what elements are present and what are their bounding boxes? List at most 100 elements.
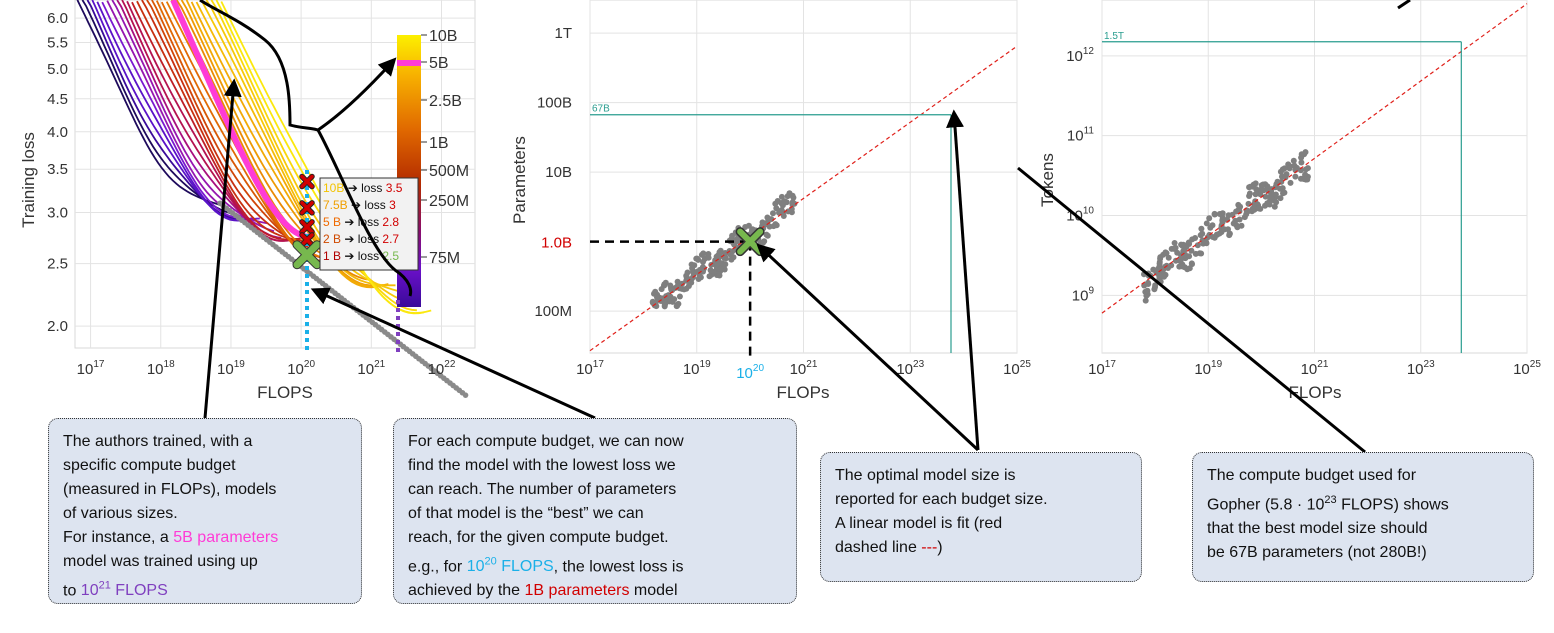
tokens-gopher-label: 1.5T [1104, 31, 1124, 42]
params-point [789, 199, 796, 206]
colorbar-label: 250M [429, 193, 469, 210]
loss-chart-x-ticks: 1017 1018 1019 1020 1021 1022 [77, 359, 456, 378]
tokens-point [1253, 186, 1260, 193]
loss-envelope-point [462, 392, 469, 398]
callout4-line4: be 67B parameters (not 280B!) [1207, 544, 1427, 562]
arrow-top-right [1397, 0, 1411, 10]
params-point [768, 216, 775, 223]
loss-x-tick-label: 1021 [357, 359, 385, 378]
callout2-flops-highlight: 1020 FLOPS [466, 556, 554, 576]
tokens-point [1245, 200, 1252, 207]
callout1-line4: of various sizes. [63, 505, 178, 522]
tokens-point [1198, 225, 1205, 232]
callout-authors-trained: The authors trained, with a specific com… [48, 418, 362, 604]
params-point [679, 280, 686, 287]
tokens-point [1206, 215, 1213, 222]
tokens-x-tick-label: 1017 [1088, 359, 1116, 378]
tokens-point [1192, 235, 1199, 241]
parameters-chart-ticks: 1017 1019 1021 1023 1025 100M 10B 100B 1T [534, 25, 1031, 378]
loss-x-tick-label: 1017 [77, 359, 105, 378]
tokens-point [1298, 151, 1305, 158]
callout2-line7-text: achieved by the [408, 582, 525, 600]
callout2-flops-unit: FLOPS [496, 558, 554, 576]
loss-curve [195, 1, 396, 287]
arrow-callout1-to-5b-curve [203, 78, 242, 419]
arrow-callout3-to-67b [946, 109, 980, 451]
tokens-point [1252, 191, 1259, 198]
tokens-point [1171, 240, 1178, 246]
loss-y-tick-label: 2.0 [47, 318, 68, 335]
tokens-y-tick-label: 109 [1072, 285, 1095, 304]
callout3-line4-text: dashed line [835, 539, 922, 556]
loss-y-tick-label: 3.0 [47, 204, 68, 221]
params-point [693, 268, 700, 275]
tokens-point [1168, 262, 1175, 269]
inset-row: 10B ➔ loss 3.5 [323, 181, 403, 195]
callout2-flops-base: 10 [466, 558, 485, 576]
loss-curve-5b-highlight [170, 0, 310, 240]
tokens-chart-grid [1101, 0, 1528, 353]
tokens-y-tick-label: 1012 [1066, 46, 1094, 65]
connector-arrows [203, 0, 1411, 454]
callout4-line1: The compute budget used for [1207, 467, 1417, 484]
params-fit-line [589, 45, 1018, 352]
callout2-line7: achieved by the 1B parameters model [408, 579, 782, 603]
inset-row: 1 B ➔ loss 2.5 [323, 249, 399, 263]
tokens-point [1264, 200, 1271, 207]
params-point [717, 265, 724, 272]
callout4-line3: that the best model size should [1207, 520, 1428, 538]
tokens-point [1209, 222, 1216, 229]
callout1-line5-text: For instance, a [63, 529, 174, 546]
arrow-callout4-to-gopher [1017, 166, 1366, 454]
arrow-callout3-to-optimal [756, 243, 980, 452]
callout4-gopher-exp: 23 [1324, 494, 1337, 506]
tokens-point [1216, 230, 1223, 237]
params-point [698, 266, 705, 273]
tokens-point [1198, 250, 1205, 257]
tokens-point [1282, 174, 1289, 181]
tokens-x-tick-label: 1023 [1407, 359, 1435, 378]
tokens-point [1194, 242, 1201, 249]
callout1-flops-base: 10 [80, 582, 99, 600]
tokens-point [1219, 219, 1226, 226]
tokens-point [1188, 247, 1195, 254]
callout-gopher-budget: The compute budget used for Gopher (5.8 … [1192, 452, 1534, 582]
params-point [685, 283, 692, 289]
tokens-point [1286, 165, 1293, 172]
tokens-point [1188, 260, 1195, 267]
params-point [749, 227, 755, 233]
tokens-point [1211, 234, 1218, 241]
tokens-point [1251, 201, 1258, 208]
tokens-point [1262, 193, 1269, 200]
loss-marker [300, 201, 314, 215]
params-point [773, 205, 780, 212]
callout1-line5: For instance, a 5B parameters [63, 526, 347, 550]
callout2-line7-end: model [629, 582, 678, 600]
callout4-line2-end: FLOPS) shows [1336, 496, 1449, 514]
params-point [707, 267, 714, 274]
params-y-tick-label: 100M [534, 303, 572, 320]
params-point [772, 200, 779, 207]
params-point [780, 213, 787, 219]
loss-chart-markers [292, 173, 322, 270]
loss-curve [190, 1, 389, 288]
params-x-tick-label: 1017 [576, 359, 604, 378]
callout2-line5: reach, for the given compute budget. [408, 529, 669, 546]
tokens-point [1235, 201, 1242, 208]
tokens-point [1281, 165, 1288, 172]
tokens-point [1304, 165, 1311, 172]
tokens-point [1163, 250, 1170, 257]
callout1-line6: model was trained using up [63, 553, 258, 570]
params-point [742, 224, 749, 230]
loss-chart: 1017 1018 1019 1020 1021 1022 2.0 2.5 3.0 3.5 4.0… [19, 0, 476, 402]
params-point [671, 296, 678, 303]
tokens-point [1157, 254, 1164, 261]
tokens-point [1202, 237, 1209, 244]
params-point [688, 261, 695, 268]
tokens-point [1168, 245, 1175, 252]
tokens-point [1203, 220, 1210, 227]
colorbar-label: 1B [429, 135, 449, 152]
tokens-point [1234, 224, 1241, 231]
tokens-point [1277, 185, 1283, 192]
